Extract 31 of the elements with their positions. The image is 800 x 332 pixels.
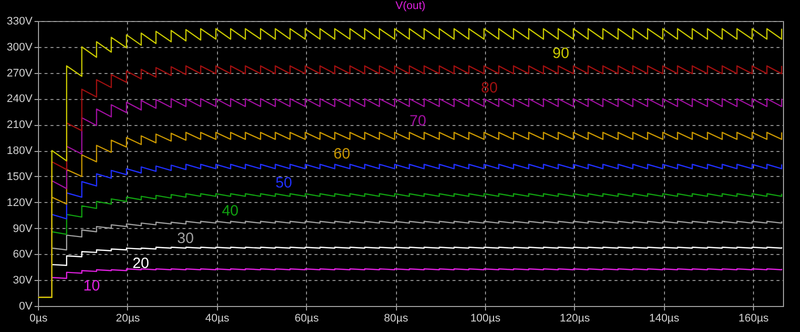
x-tick-label: 160µs	[738, 312, 770, 324]
x-tick-label: 120µs	[560, 312, 590, 324]
series-label: 10	[83, 277, 100, 294]
series-label: 70	[410, 112, 426, 130]
y-tick-label: 90V	[12, 222, 34, 235]
x-tick-label: 140µs	[649, 312, 680, 324]
series-label: 20	[132, 255, 150, 272]
x-tick-label: 100µs	[470, 312, 501, 324]
y-tick-label: 240V	[6, 93, 34, 106]
y-tick-label: 150V	[6, 170, 34, 183]
y-tick-label: 30V	[12, 274, 34, 287]
y-tick-label: 210V	[6, 119, 34, 132]
y-tick-label: 270V	[6, 67, 34, 80]
x-tick-label: 20µs	[116, 312, 140, 324]
x-tick-label: 40µs	[205, 312, 230, 324]
y-tick-label: 180V	[6, 145, 34, 158]
y-tick-label: 120V	[6, 196, 34, 209]
x-tick-label: 60µs	[294, 312, 320, 324]
series-label: 60	[334, 145, 350, 162]
series-label: 80	[481, 80, 498, 97]
x-tick-label: 80µs	[384, 312, 409, 324]
series-label: 90	[552, 45, 570, 62]
chart-title: V(out)	[396, 0, 426, 12]
series-label: 40	[222, 202, 239, 220]
y-tick-label: 300V	[6, 41, 34, 54]
y-tick-label: 330V	[6, 16, 34, 28]
series-label: 30	[177, 230, 194, 247]
series-label: 50	[275, 174, 292, 192]
y-tick-label: 0V	[19, 300, 34, 312]
x-tick-label: 0µs	[30, 312, 48, 324]
y-tick-label: 60V	[12, 248, 34, 261]
